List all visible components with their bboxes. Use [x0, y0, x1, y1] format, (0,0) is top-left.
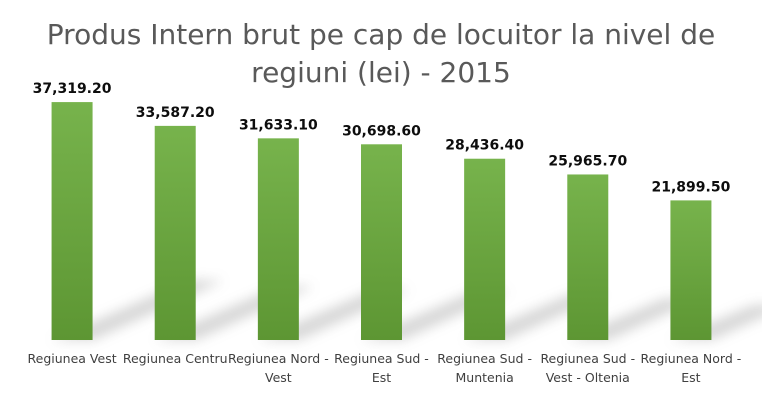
bar	[51, 102, 93, 340]
category-label-line: Regiunea Nord -	[641, 351, 742, 366]
category-label-line: Vest	[265, 370, 292, 385]
data-label: 28,436.40	[445, 138, 524, 154]
data-label: 21,899.50	[652, 179, 731, 195]
bars	[51, 102, 712, 341]
data-label: 25,965.70	[548, 153, 627, 169]
category-label-line: Regiunea Nord -	[228, 351, 329, 366]
data-label: 37,319.20	[33, 81, 112, 97]
chart-title-line-1: Produs Intern brut pe cap de locuitor la…	[46, 18, 716, 51]
bar	[257, 138, 299, 340]
category-label: Regiunea Sud - Est	[334, 351, 429, 385]
bar	[464, 158, 506, 340]
category-label-line: Regiunea Vest	[28, 351, 117, 366]
chart-title: Produs Intern brut pe cap de locuitor la…	[40, 16, 722, 92]
category-label: Regiunea Sud - Muntenia	[437, 351, 532, 385]
category-label-line: Est	[372, 370, 391, 385]
category-label-line: Muntenia	[456, 370, 514, 385]
category-label-line: Regiunea Sud -	[334, 351, 429, 366]
bar	[154, 125, 196, 341]
data-label: 31,633.10	[239, 117, 318, 133]
bar	[567, 174, 609, 340]
category-label-line: Regiunea Sud -	[437, 351, 532, 366]
category-label-line: Regiunea Sud -	[540, 351, 635, 366]
bar	[670, 200, 712, 340]
bar	[361, 144, 402, 340]
category-label-line: Vest - Oltenia	[546, 370, 630, 385]
category-label: Regiunea Nord - Est	[641, 351, 742, 385]
data-labels: 37,319.20 33,587.20 31,633.10 30,698.60 28,4…	[33, 81, 731, 195]
chart-title-line-2: regiuni (lei) - 2015	[251, 56, 511, 89]
data-label: 30,698.60	[342, 123, 421, 139]
category-label: Regiunea Sud - Vest - Oltenia	[540, 351, 635, 385]
category-label-line: Regiunea Centru	[123, 351, 228, 366]
category-label: Regiunea Vest	[28, 351, 117, 366]
data-label: 33,587.20	[136, 105, 215, 121]
category-label: Regiunea Centru	[123, 351, 228, 366]
category-label-line: Est	[681, 370, 700, 385]
category-labels: Regiunea Vest Regiunea Centru Regiunea Nor…	[28, 351, 742, 385]
category-label: Regiunea Nord - Vest	[228, 351, 329, 385]
